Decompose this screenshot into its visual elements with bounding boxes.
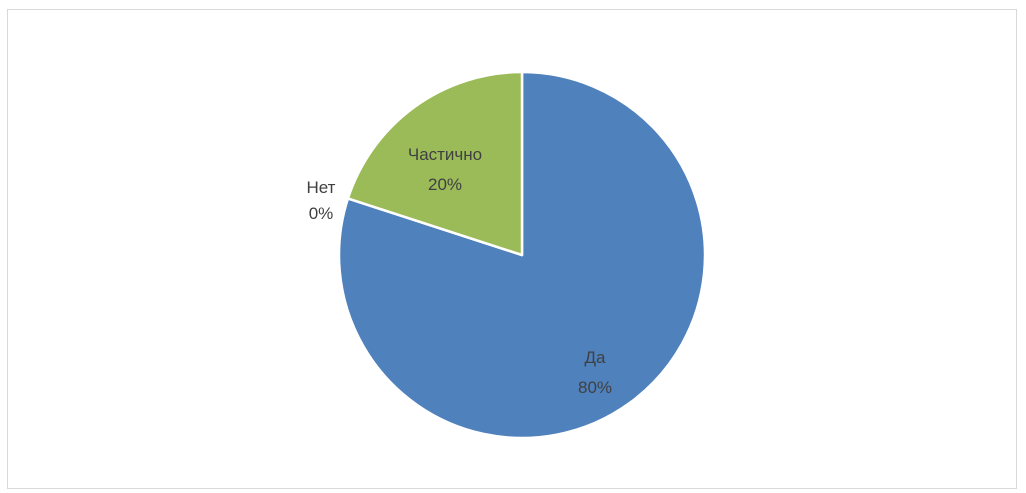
pie-slice-chastichno <box>346 70 524 257</box>
slice-label-chastichno-value: 20% <box>428 175 462 194</box>
slice-label-chastichno-category: Частично <box>408 145 482 164</box>
pie-slice-da <box>337 70 707 440</box>
pie-slices <box>337 70 707 440</box>
slice-label-da-category: Да <box>585 348 607 367</box>
slice-label-da-value: 80% <box>578 378 612 397</box>
slice-label-net-category: Нет <box>307 178 336 197</box>
slice-label-net-value: 0% <box>309 204 334 223</box>
